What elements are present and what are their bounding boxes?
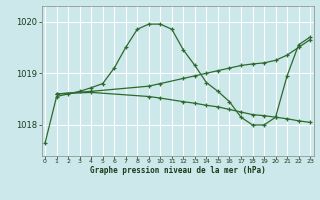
X-axis label: Graphe pression niveau de la mer (hPa): Graphe pression niveau de la mer (hPa) [90,166,266,175]
